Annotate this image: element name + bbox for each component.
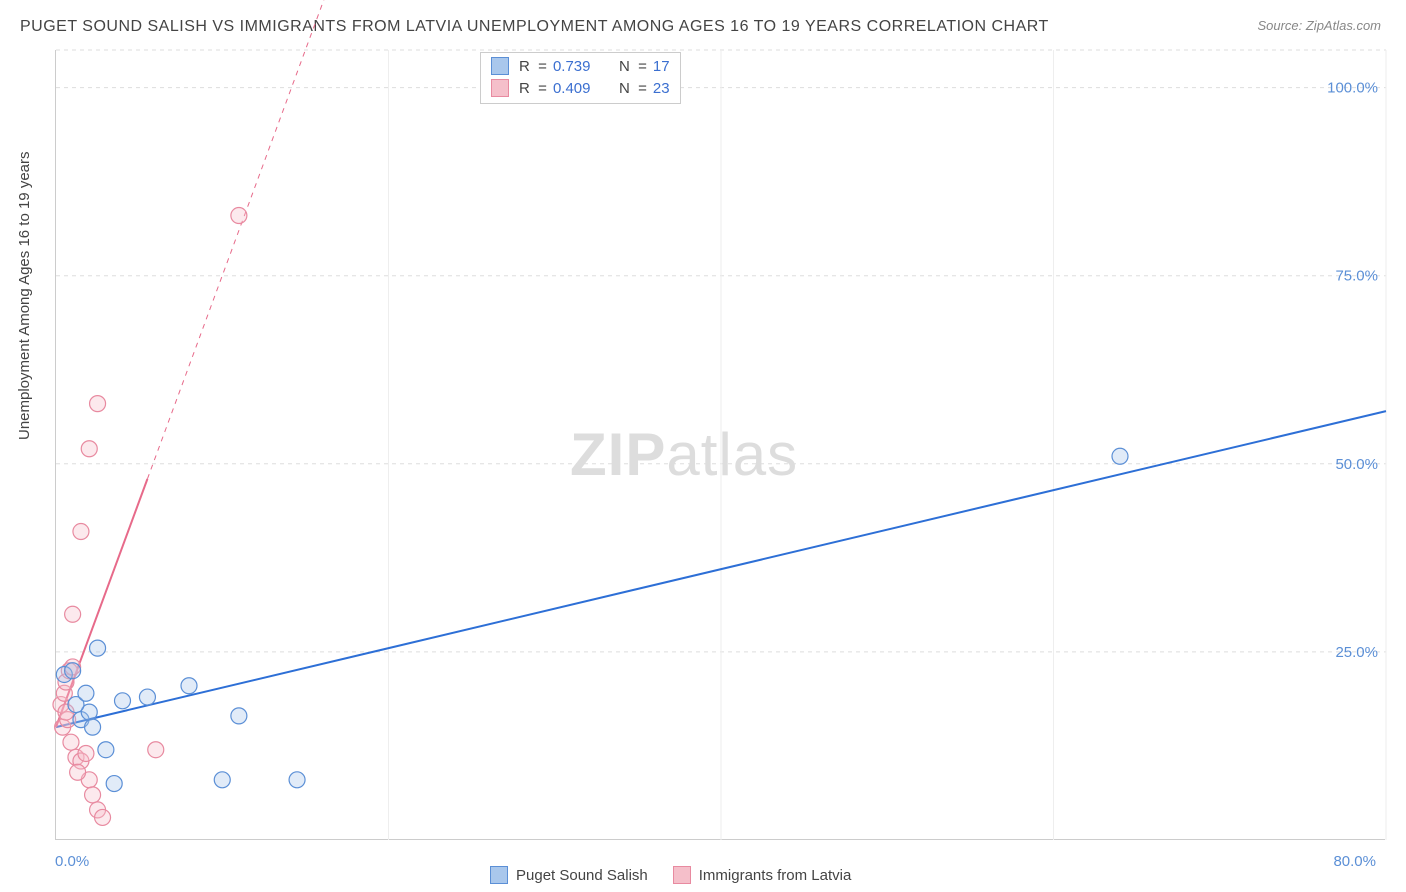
legend-row: R = 0.409 N = 23 <box>491 77 670 99</box>
x-tick-label: 80.0% <box>1333 853 1376 870</box>
legend-row: R = 0.739 N = 17 <box>491 55 670 77</box>
svg-text:50.0%: 50.0% <box>1335 456 1378 473</box>
y-axis-label: Unemployment Among Ages 16 to 19 years <box>16 151 33 440</box>
swatch-icon <box>491 57 509 75</box>
chart-container: PUGET SOUND SALISH VS IMMIGRANTS FROM LA… <box>0 0 1406 892</box>
r-value: 0.409 <box>553 80 603 97</box>
r-label: R = <box>519 80 547 97</box>
r-label: R = <box>519 58 547 75</box>
legend-item: Puget Sound Salish <box>490 866 648 884</box>
swatch-icon <box>491 79 509 97</box>
legend-label: Puget Sound Salish <box>516 867 648 884</box>
legend-label: Immigrants from Latvia <box>699 867 852 884</box>
legend-correlation: R = 0.739 N = 17 R = 0.409 N = 23 <box>480 52 681 104</box>
plot-area: 25.0% 50.0% 75.0% 100.0% <box>55 50 1385 840</box>
chart-title: PUGET SOUND SALISH VS IMMIGRANTS FROM LA… <box>20 18 1049 36</box>
legend-series: Puget Sound Salish Immigrants from Latvi… <box>490 866 851 884</box>
svg-text:25.0%: 25.0% <box>1335 644 1378 661</box>
n-label: N = <box>619 80 647 97</box>
x-tick-label: 0.0% <box>55 853 89 870</box>
svg-text:75.0%: 75.0% <box>1335 268 1378 285</box>
legend-item: Immigrants from Latvia <box>673 866 852 884</box>
swatch-icon <box>673 866 691 884</box>
r-value: 0.739 <box>553 58 603 75</box>
n-label: N = <box>619 58 647 75</box>
plot-svg: 25.0% 50.0% 75.0% 100.0% <box>56 50 1385 839</box>
swatch-icon <box>490 866 508 884</box>
svg-text:100.0%: 100.0% <box>1327 80 1378 97</box>
source-label: Source: ZipAtlas.com <box>1257 18 1381 33</box>
n-value: 17 <box>653 58 670 75</box>
n-value: 23 <box>653 80 670 97</box>
